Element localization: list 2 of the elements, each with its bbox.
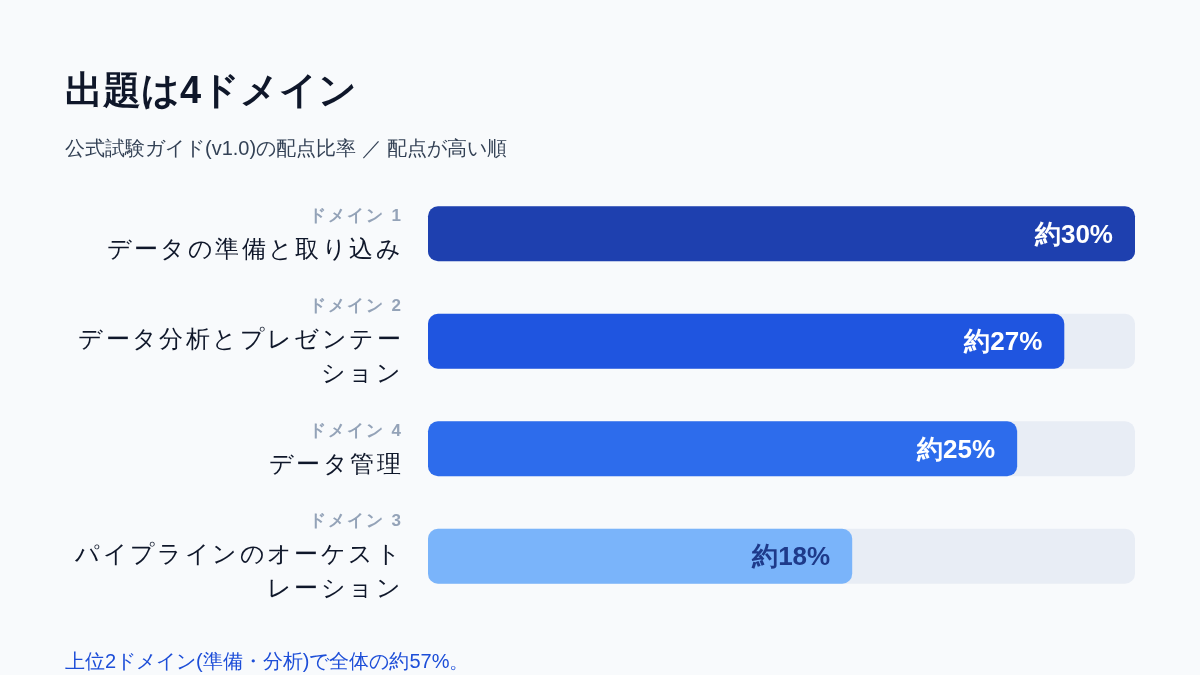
subtitle: 公式試験ガイド(v1.0)の配点比率 ／ 配点が高い順 bbox=[65, 137, 508, 159]
title: 出題は4ドメイン bbox=[65, 69, 358, 111]
